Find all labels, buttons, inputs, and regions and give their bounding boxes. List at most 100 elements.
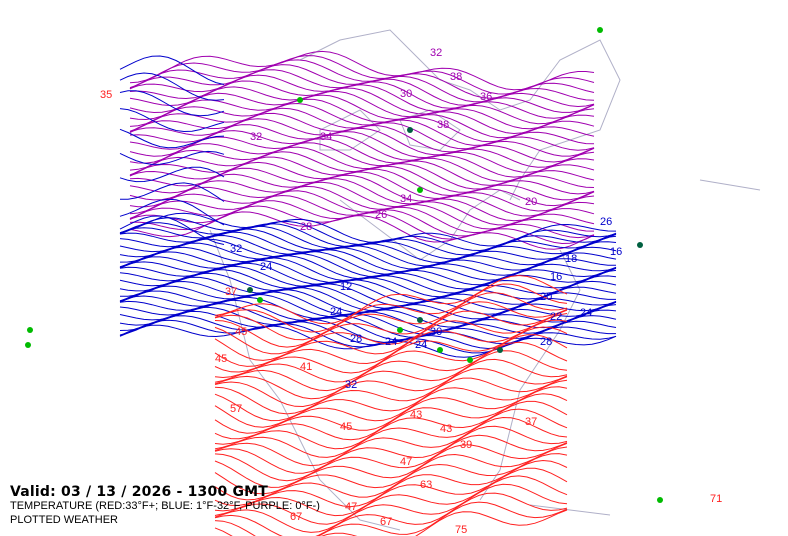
contour-label: 20	[540, 291, 552, 303]
contour-label: 24	[580, 307, 592, 319]
isotherm-red	[214, 467, 568, 517]
contour-label: 34	[400, 193, 412, 205]
isotherm-red	[214, 492, 568, 536]
weather-symbol	[497, 347, 503, 353]
blue-contours	[119, 55, 617, 358]
contour-label: 71	[710, 493, 722, 505]
isotherm-purple	[129, 181, 595, 222]
contour-label: 32	[345, 379, 357, 391]
isotherm-blue	[119, 198, 225, 226]
isotherm-blue	[119, 55, 225, 85]
isotherm-red	[214, 376, 568, 422]
isotherm-red	[214, 326, 568, 374]
isotherm-red	[214, 453, 568, 501]
contour-label: 28	[350, 333, 362, 345]
contour-label: 47	[400, 456, 412, 468]
contour-label: 45	[340, 421, 352, 433]
contour-label: 26	[600, 216, 612, 228]
isotherm-purple	[129, 98, 595, 139]
weather-symbol	[637, 242, 643, 248]
isotherm-red	[214, 459, 568, 508]
weather-symbol	[467, 357, 473, 363]
isotherm-blue	[119, 256, 617, 290]
isotherm-blue	[119, 269, 617, 304]
isotherm-red	[214, 350, 568, 400]
contour-label: 67	[290, 511, 302, 523]
isotherm-red	[214, 408, 568, 458]
contour-label: 32	[430, 47, 442, 59]
contour-label: 28	[540, 336, 552, 348]
contour-label: 12	[340, 281, 352, 293]
plotted-weather-label: PLOTTED WEATHER	[10, 514, 118, 526]
contour-label: 16	[550, 271, 562, 283]
isotherm-blue	[119, 225, 617, 260]
contour-label: 37	[225, 286, 237, 298]
contour-label: 35	[100, 89, 112, 101]
isotherm-blue	[119, 128, 225, 149]
isotherm-purple	[129, 130, 595, 168]
isotherm-red	[214, 292, 568, 341]
contour-label: 32	[250, 131, 262, 143]
contour-label: 32	[230, 243, 242, 255]
isotherm-red	[214, 367, 568, 415]
isotherm-red	[214, 301, 568, 348]
contour-label: 37	[525, 416, 537, 428]
contour-label: 24	[260, 261, 272, 273]
temperature-legend: TEMPERATURE (RED:33°F+; BLUE: 1°F-32°F, …	[10, 500, 320, 512]
isotherm-blue	[119, 217, 617, 252]
isotherm-red	[214, 483, 568, 533]
isotherm-red	[214, 446, 568, 495]
contour-label: 24	[385, 336, 397, 348]
isotherm-purple	[129, 142, 595, 182]
isotherm-purple	[129, 178, 595, 217]
isotherm-red	[214, 379, 568, 428]
contour-label: 36	[480, 91, 492, 103]
isotherm-purple	[129, 86, 595, 125]
contour-label: 28	[300, 221, 312, 233]
contour-label: 18	[565, 253, 577, 265]
isotherm-blue	[119, 215, 225, 245]
weather-symbol	[257, 297, 263, 303]
isotherm-red	[214, 319, 568, 367]
isotherm-red	[214, 334, 568, 383]
isotherm-red	[214, 475, 568, 525]
isotherm-red	[214, 283, 568, 333]
weather-symbol	[657, 497, 663, 503]
contour-label: 63	[420, 479, 432, 491]
isotherm-red	[214, 509, 568, 536]
isotherm-purple	[129, 124, 595, 163]
weather-symbol	[247, 287, 253, 293]
isotherm-red	[214, 274, 568, 325]
isotherm-purple	[129, 173, 595, 212]
contour-label: 16	[610, 246, 622, 258]
weather-symbol	[397, 327, 403, 333]
isotherm-red	[214, 501, 568, 536]
isotherm-blue	[119, 242, 617, 276]
isotherm-red	[214, 400, 568, 450]
weather-symbols	[25, 27, 663, 503]
isotherm-blue	[119, 303, 617, 338]
isotherm-red	[214, 313, 568, 361]
weather-symbol	[437, 347, 443, 353]
weather-symbol	[407, 127, 413, 133]
contour-label: 47	[345, 501, 357, 513]
contour-label: 20	[525, 196, 537, 208]
isotherm-blue	[119, 166, 225, 183]
contour-label: 30	[430, 326, 442, 338]
contour-labels: 35 37 45 45 41 57 45 43 39 43 67 63 47 47 67 71 75 37 32 24…	[100, 47, 722, 536]
contour-label: 22	[550, 311, 562, 323]
purple-contours	[129, 50, 595, 250]
red-contours	[214, 274, 568, 536]
isotherm-purple	[129, 90, 595, 130]
weather-symbol	[25, 342, 31, 348]
contour-label: 38	[450, 71, 462, 83]
isotherm-blue	[119, 72, 225, 101]
contour-label: 75	[455, 524, 467, 536]
isotherm-purple	[129, 50, 595, 91]
isotherm-red	[214, 341, 568, 392]
contour-label: 43	[410, 409, 422, 421]
weather-symbol	[597, 27, 603, 33]
valid-time: Valid: 03 / 13 / 2026 - 1300 GMT	[10, 484, 269, 500]
